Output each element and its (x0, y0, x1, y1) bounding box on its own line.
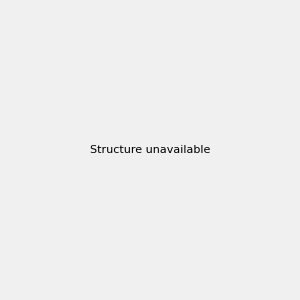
Text: Structure unavailable: Structure unavailable (90, 145, 210, 155)
